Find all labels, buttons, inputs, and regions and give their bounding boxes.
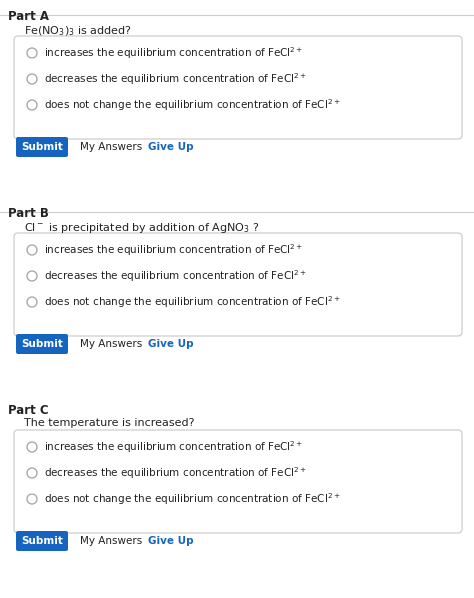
Text: decreases the equilibrium concentration of FeCl$^{2+}$: decreases the equilibrium concentration … bbox=[44, 465, 307, 481]
Text: does not change the equilibrium concentration of FeCl$^{2+}$: does not change the equilibrium concentr… bbox=[44, 97, 340, 113]
Text: Submit: Submit bbox=[21, 142, 63, 152]
Text: decreases the equilibrium concentration of FeCl$^{2+}$: decreases the equilibrium concentration … bbox=[44, 71, 307, 87]
Text: My Answers: My Answers bbox=[80, 536, 142, 546]
Circle shape bbox=[27, 468, 37, 478]
Text: My Answers: My Answers bbox=[80, 142, 142, 152]
Circle shape bbox=[27, 74, 37, 84]
Circle shape bbox=[27, 494, 37, 504]
Text: The temperature is increased?: The temperature is increased? bbox=[24, 418, 194, 428]
FancyBboxPatch shape bbox=[14, 233, 462, 336]
FancyBboxPatch shape bbox=[16, 137, 68, 157]
Circle shape bbox=[27, 297, 37, 307]
FancyBboxPatch shape bbox=[16, 334, 68, 354]
Text: Give Up: Give Up bbox=[148, 536, 193, 546]
Text: Submit: Submit bbox=[21, 339, 63, 349]
Text: decreases the equilibrium concentration of FeCl$^{2+}$: decreases the equilibrium concentration … bbox=[44, 268, 307, 284]
Circle shape bbox=[27, 48, 37, 58]
Text: increases the equilibrium concentration of FeCl$^{2+}$: increases the equilibrium concentration … bbox=[44, 242, 303, 258]
Text: Fe(NO$_3$)$_3$ is added?: Fe(NO$_3$)$_3$ is added? bbox=[24, 24, 132, 38]
Text: Part C: Part C bbox=[8, 404, 49, 417]
Text: Give Up: Give Up bbox=[148, 142, 193, 152]
Text: Cl$^-$ is precipitated by addition of AgNO$_3$ ?: Cl$^-$ is precipitated by addition of Ag… bbox=[24, 221, 260, 235]
Text: does not change the equilibrium concentration of FeCl$^{2+}$: does not change the equilibrium concentr… bbox=[44, 491, 340, 507]
FancyBboxPatch shape bbox=[14, 430, 462, 533]
FancyBboxPatch shape bbox=[16, 531, 68, 551]
Text: My Answers: My Answers bbox=[80, 339, 142, 349]
Circle shape bbox=[27, 442, 37, 452]
Text: Give Up: Give Up bbox=[148, 339, 193, 349]
Text: Part A: Part A bbox=[8, 10, 49, 23]
Text: increases the equilibrium concentration of FeCl$^{2+}$: increases the equilibrium concentration … bbox=[44, 439, 303, 455]
Text: does not change the equilibrium concentration of FeCl$^{2+}$: does not change the equilibrium concentr… bbox=[44, 294, 340, 310]
Circle shape bbox=[27, 100, 37, 110]
Circle shape bbox=[27, 271, 37, 281]
Text: increases the equilibrium concentration of FeCl$^{2+}$: increases the equilibrium concentration … bbox=[44, 45, 303, 61]
Text: Submit: Submit bbox=[21, 536, 63, 546]
Circle shape bbox=[27, 245, 37, 255]
FancyBboxPatch shape bbox=[14, 36, 462, 139]
Text: Part B: Part B bbox=[8, 207, 49, 220]
